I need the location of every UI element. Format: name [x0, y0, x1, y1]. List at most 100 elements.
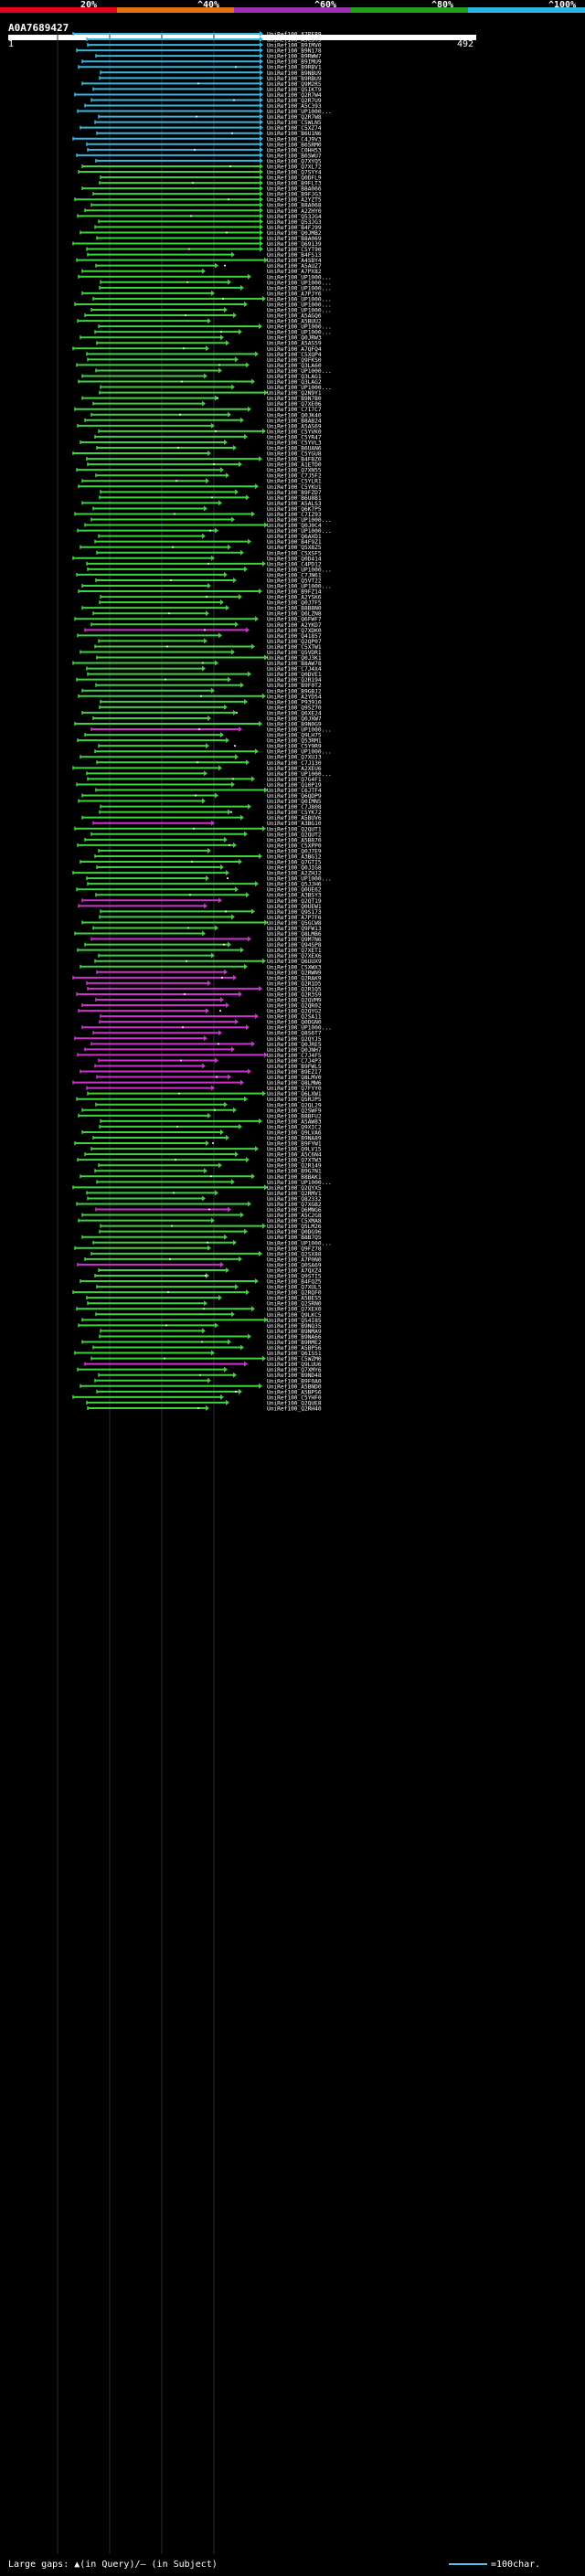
- hit-label[interactable]: UniRef100_Q9STI5: [267, 1274, 322, 1280]
- hit-row[interactable]: UniRef100_C7J808: [100, 803, 322, 811]
- hit-label[interactable]: UniRef100_Q9LUU6: [267, 1362, 322, 1368]
- hit-label[interactable]: UniRef100_Q9M2R5: [267, 81, 322, 88]
- hit-label[interactable]: UniRef100_UP1000...: [267, 1180, 332, 1186]
- hit-row[interactable]: UniRef100_Q8LMV0: [96, 1074, 322, 1082]
- hit-label[interactable]: UniRef100_Q7XTW3: [267, 1158, 322, 1164]
- hit-row[interactable]: UniRef100_Q2RWN9: [96, 969, 322, 977]
- hit-row[interactable]: UniRef100_Q82332: [87, 1195, 322, 1203]
- hit-row[interactable]: UniRef100_UP1000...: [96, 1179, 332, 1186]
- hit-row[interactable]: UniRef100_A5BUU2: [77, 318, 322, 325]
- hit-row[interactable]: UniRef100_B4FJ99: [94, 224, 322, 231]
- hit-row[interactable]: UniRef100_Q3LAG1: [81, 373, 322, 380]
- hit-label[interactable]: UniRef100_B9F0T2: [267, 683, 322, 689]
- hit-label[interactable]: UniRef100_B9G7N1: [267, 1169, 322, 1175]
- hit-label[interactable]: UniRef100_Q0DGN0: [267, 1020, 322, 1026]
- hit-label[interactable]: UniRef100_B9IMV0: [267, 43, 322, 49]
- hit-row[interactable]: UniRef100_A5AS59: [96, 340, 322, 347]
- hit-row[interactable]: UniRef100_UP1000...: [98, 323, 332, 331]
- hit-row[interactable]: UniRef100_B8AW78: [72, 660, 322, 668]
- hit-label[interactable]: UniRef100_UP1000...: [267, 274, 332, 281]
- hit-row[interactable]: UniRef100_C5YLR1: [81, 478, 322, 485]
- hit-label[interactable]: UniRef100_C5YLR1: [267, 479, 322, 485]
- hit-row[interactable]: UniRef100_Q5X8Z5: [80, 544, 322, 552]
- hit-label[interactable]: UniRef100_Q7GTI5: [267, 860, 322, 866]
- hit-row[interactable]: UniRef100_B9RWW7: [95, 53, 322, 60]
- hit-row[interactable]: UniRef100_B9FYW1: [74, 1140, 322, 1148]
- hit-row[interactable]: UniRef100_A7QFQ4: [72, 345, 322, 353]
- hit-label[interactable]: UniRef100_Q6AXD1: [267, 534, 322, 540]
- hit-row[interactable]: UniRef100_A5BUV6: [81, 814, 322, 822]
- hit-label[interactable]: UniRef100_Q5JJH6: [267, 882, 322, 888]
- hit-row[interactable]: UniRef100_B6U8B1: [99, 494, 322, 502]
- hit-label[interactable]: UniRef100_A2ZHY0: [267, 208, 322, 215]
- hit-row[interactable]: UniRef100_B9N0G9: [74, 721, 322, 728]
- hit-row[interactable]: UniRef100_Q41857: [77, 632, 322, 640]
- hit-row[interactable]: UniRef100_A7PX82: [81, 268, 322, 276]
- hit-label[interactable]: UniRef100_A4SBY4: [267, 258, 322, 264]
- hit-row[interactable]: UniRef100_C5WLN5: [94, 119, 322, 127]
- hit-label[interactable]: UniRef100_B6SRM0: [267, 142, 322, 148]
- hit-row[interactable]: UniRef100_B8A066: [81, 186, 322, 193]
- hit-row[interactable]: UniRef100_A2YKD7: [90, 621, 322, 629]
- hit-label[interactable]: UniRef100_UP1000...: [267, 567, 332, 573]
- hit-row[interactable]: UniRef100_Q7XUL5: [96, 1284, 322, 1291]
- hit-label[interactable]: UniRef100_Q2QL29: [267, 1102, 322, 1108]
- hit-label[interactable]: UniRef100_Q9M7N6: [267, 937, 322, 943]
- hit-row[interactable]: UniRef100_Q6AXD1: [98, 533, 322, 541]
- hit-row[interactable]: UniRef100_A5BES5: [86, 1295, 322, 1302]
- hit-row[interactable]: UniRef100_Q7XL72: [81, 163, 322, 171]
- hit-label[interactable]: UniRef100_C5XPP0: [267, 843, 322, 849]
- hit-label[interactable]: UniRef100_UP1000...: [267, 749, 332, 756]
- hit-row[interactable]: UniRef100_B4FQZ5: [80, 1278, 322, 1286]
- hit-row[interactable]: UniRef100_B8AB24: [84, 417, 322, 425]
- hit-row[interactable]: UniRef100_C5YR47: [94, 433, 322, 441]
- hit-label[interactable]: UniRef100_UP1000...: [267, 876, 332, 883]
- hit-label[interactable]: UniRef100_B4FS13: [267, 252, 322, 259]
- hit-label[interactable]: UniRef100_A5C393: [267, 103, 322, 110]
- hit-row[interactable]: UniRef100_Q2QVM9: [95, 997, 322, 1004]
- hit-label[interactable]: UniRef100_Q53JG3: [267, 219, 322, 226]
- hit-row[interactable]: UniRef100_Q2QUE8: [86, 1399, 322, 1407]
- hit-row[interactable]: UniRef100_A5C2G8: [81, 1212, 322, 1220]
- hit-row[interactable]: UniRef100_Q9LH75: [84, 732, 322, 739]
- hit-row[interactable]: UniRef100_Q0JNH7: [84, 1046, 322, 1054]
- hit-label[interactable]: UniRef100_Q7XUJ3: [267, 755, 322, 761]
- hit-row[interactable]: UniRef100_B9G7N1: [94, 1168, 322, 1175]
- hit-row[interactable]: UniRef100_Q0J3K1: [96, 654, 322, 663]
- hit-label[interactable]: UniRef100_B4FBZ0: [267, 457, 322, 463]
- hit-label[interactable]: UniRef100_A5BPS6: [267, 1389, 322, 1395]
- hit-label[interactable]: UniRef100_Q3LA60: [267, 363, 322, 369]
- hit-label[interactable]: UniRef100_Q7XMY6: [267, 1367, 322, 1373]
- hit-row[interactable]: UniRef100_B9FLT3: [99, 180, 322, 187]
- hit-row[interactable]: UniRef100_Q7XUJ3: [80, 754, 322, 761]
- hit-row[interactable]: UniRef100_Q6UUX9: [94, 958, 322, 966]
- hit-label[interactable]: UniRef100_Q2QYG2: [267, 1009, 322, 1015]
- hit-row[interactable]: UniRef100_Q9LUU6: [84, 1361, 322, 1369]
- hit-row[interactable]: UniRef100_Q2QR02: [81, 1002, 322, 1010]
- hit-row[interactable]: UniRef100_UP1000...: [99, 284, 332, 292]
- hit-label[interactable]: UniRef100_C5YVK0: [267, 429, 322, 435]
- hit-label[interactable]: UniRef100_B9FWL5: [267, 1064, 322, 1070]
- hit-row[interactable]: UniRef100_Q7XE06: [92, 400, 322, 408]
- hit-row[interactable]: UniRef100_B6SWU7: [76, 152, 322, 160]
- hit-label[interactable]: UniRef100_C7J130: [267, 760, 322, 767]
- hit-label[interactable]: UniRef100_C5YR47: [267, 434, 322, 440]
- hit-row[interactable]: UniRef100_A5AGQ6: [84, 313, 322, 320]
- hit-row[interactable]: UniRef100_A2YSK6: [100, 594, 322, 601]
- hit-row[interactable]: UniRef100_B9RBU9: [99, 75, 322, 82]
- hit-row[interactable]: UniRef100_B9IMV0: [87, 42, 322, 49]
- hit-label[interactable]: UniRef100_C7J808: [267, 804, 322, 811]
- hit-label[interactable]: UniRef100_Q2QUE8: [267, 1400, 322, 1406]
- hit-row[interactable]: UniRef100_A1ETD0: [87, 461, 322, 469]
- hit-label[interactable]: UniRef100_Q6QDP9: [267, 793, 322, 800]
- hit-row[interactable]: UniRef100_B9EZI7: [80, 1068, 322, 1076]
- hit-label[interactable]: UniRef100_A5AS59: [267, 341, 322, 347]
- hit-row[interactable]: UniRef100_Q7XYQ5: [95, 157, 322, 165]
- hit-label[interactable]: UniRef100_Q2QP07: [267, 639, 322, 645]
- hit-label[interactable]: UniRef100_UP1000...: [267, 285, 332, 292]
- hit-label[interactable]: UniRef100_C5WZM0: [267, 1356, 322, 1362]
- hit-label[interactable]: UniRef100_UP1000...: [267, 584, 332, 590]
- hit-row[interactable]: UniRef100_Q9LVA6: [81, 1129, 322, 1137]
- hit-label[interactable]: UniRef100_P93910: [267, 699, 322, 705]
- hit-row[interactable]: UniRef100_Q2QYG2: [78, 1008, 322, 1015]
